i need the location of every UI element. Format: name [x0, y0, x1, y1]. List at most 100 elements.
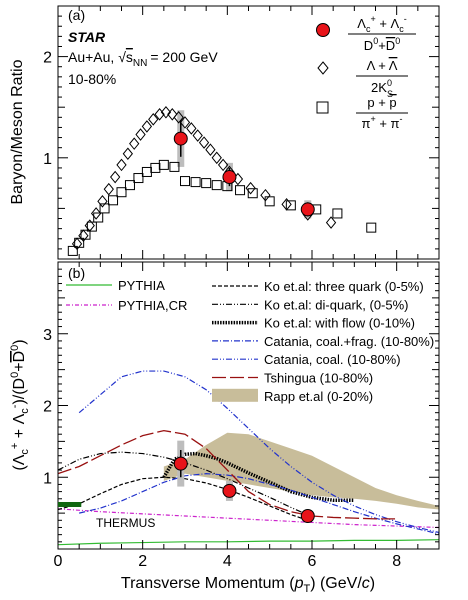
- legend-swatch-rapp: [212, 388, 258, 402]
- b-data-point: [222, 483, 237, 498]
- panel-a-label: (a): [68, 7, 85, 23]
- lc-point: [222, 170, 237, 185]
- legend-lc-marker: [316, 23, 330, 37]
- proton-point: [74, 237, 85, 248]
- lambda-point: [135, 128, 146, 141]
- b-xtick-label: 0: [54, 553, 63, 570]
- centrality-label: 10-80%: [68, 71, 116, 87]
- legend-proton-num: p + p: [367, 95, 396, 110]
- lambda-point: [129, 137, 140, 150]
- legend-lc-num: Λc+ + Λc-: [357, 14, 406, 34]
- proton-point: [190, 177, 201, 188]
- legend-proton-marker: [316, 101, 329, 114]
- lambda-point: [90, 207, 102, 220]
- panel-a-ylabel: Baryon/Meson Ratio: [9, 59, 26, 204]
- panel-a-legend: Λc+ + Λc- D0+D0 Λ + Λ 2K0 S p + p π+ + π-: [316, 14, 416, 131]
- proton-point: [108, 195, 119, 206]
- lambda-point: [122, 147, 133, 161]
- legend-label-catania: Catania, coal. (10-80%): [264, 352, 401, 367]
- lambda-point: [198, 136, 210, 149]
- proton-point: [67, 245, 78, 256]
- sqrt-s-nn: √: [118, 49, 126, 65]
- proton-point: [150, 162, 161, 173]
- b-xtick-label: 6: [308, 553, 317, 570]
- panel-b: 0 2 4 6 8 1 2 3 (b) (Λc+ + Λc-)/(D0+D0) Transve…: [9, 261, 440, 595]
- lambda-point: [205, 143, 216, 156]
- curve-pythia: [57, 539, 440, 546]
- thermus-marker-group: THERMUS: [58, 502, 155, 530]
- proton-point: [124, 180, 135, 191]
- lambda-point: [192, 129, 203, 142]
- legend-label-ko_three: Ko et.al: three quark (0-5%): [264, 279, 424, 294]
- proton-point: [211, 180, 222, 191]
- proton-point: [247, 188, 258, 199]
- lambda-point: [186, 122, 197, 135]
- proton-point: [169, 161, 180, 172]
- panel-b-legend: PYTHIA PYTHIA,CR Ko et.al: three quark (0-…: [66, 278, 434, 404]
- lambda-point: [110, 170, 121, 184]
- lambda-point: [160, 105, 172, 119]
- lambda-point: [173, 111, 184, 124]
- b-xtick-label: 4: [223, 553, 232, 570]
- legend-lambda-marker: [317, 61, 329, 75]
- energy-value: = 200 GeV: [150, 49, 218, 65]
- curve-catania_frag: [79, 473, 440, 535]
- legend-label-ko_flow: Ko et.al: with flow (0-10%): [264, 316, 415, 331]
- panel-b-ylabel: (Λc+ + Λc-)/(D0+D0): [9, 339, 31, 470]
- proton-point: [99, 203, 110, 214]
- legend-lc-den: D0+D0: [364, 36, 400, 53]
- legend-label-catania_frag: Catania, coal.+frag. (10-80%): [264, 334, 434, 349]
- proton-point: [201, 178, 212, 189]
- legend-lambda-den: 2K0 S: [371, 78, 393, 99]
- b-xtick-label: 8: [392, 553, 401, 570]
- lambda-point: [245, 181, 256, 195]
- nn-subscript: NN: [133, 58, 147, 69]
- lambda-point: [167, 107, 178, 121]
- lambda-point: [211, 151, 222, 165]
- proton-point: [133, 173, 144, 184]
- legend-proton-den: π+ + π-: [361, 114, 402, 131]
- curve-pythia_cr: [57, 508, 440, 529]
- proton-point: [332, 208, 343, 219]
- proton-point: [235, 185, 246, 196]
- collision-system: Au+Au,: [68, 49, 118, 65]
- rapp-band: [163, 432, 440, 510]
- legend-label-pythia_cr: PYTHIA,CR: [118, 298, 187, 313]
- a-ytick-label: 1: [43, 151, 52, 168]
- curve-ko_three: [57, 476, 313, 523]
- a-ytick-label: 2: [43, 50, 52, 67]
- b-data-point: [300, 508, 315, 523]
- lc-point: [173, 131, 188, 146]
- panel-b-label: (b): [68, 265, 85, 281]
- b-ytick-label: 2: [43, 399, 52, 416]
- proton-point: [264, 196, 275, 207]
- legend-label-ko_di: Ko et.al: di-quark, (0-5%): [264, 297, 409, 312]
- panel-a: 12 (a) STAR Au+Au, √sNN = 200 GeV 10-80% …: [9, 5, 440, 260]
- proton-point: [93, 212, 104, 223]
- collision-system-label: Au+Au, √sNN = 200 GeV: [68, 49, 218, 69]
- legend-label-pythia: PYTHIA: [118, 278, 165, 293]
- b-xtick-label: 2: [138, 553, 147, 570]
- b-ytick-label: 1: [43, 470, 52, 487]
- b-data-point: [173, 456, 188, 471]
- lambda-point: [116, 158, 127, 172]
- lambda-point: [141, 120, 153, 133]
- lc-point: [300, 202, 315, 217]
- lambda-point: [179, 116, 191, 129]
- legend-label-rapp: Rapp et.al (0-20%): [264, 389, 373, 404]
- lambda-point: [325, 216, 337, 229]
- proton-point: [180, 176, 190, 187]
- curve-catania: [78, 370, 440, 534]
- lambda-point: [217, 158, 229, 172]
- experiment-label: STAR: [68, 29, 106, 45]
- lambda-point: [103, 182, 114, 196]
- thermus-label: THERMUS: [96, 516, 155, 530]
- b-ytick-label: 3: [43, 327, 52, 344]
- proton-point: [86, 221, 97, 232]
- lambda-point: [148, 113, 159, 126]
- proton-point: [158, 159, 169, 170]
- proton-point: [285, 200, 296, 211]
- lambda-point: [97, 195, 108, 208]
- panel-b-xlabel: Transverse Momentum (pT) (GeV/c): [121, 575, 375, 595]
